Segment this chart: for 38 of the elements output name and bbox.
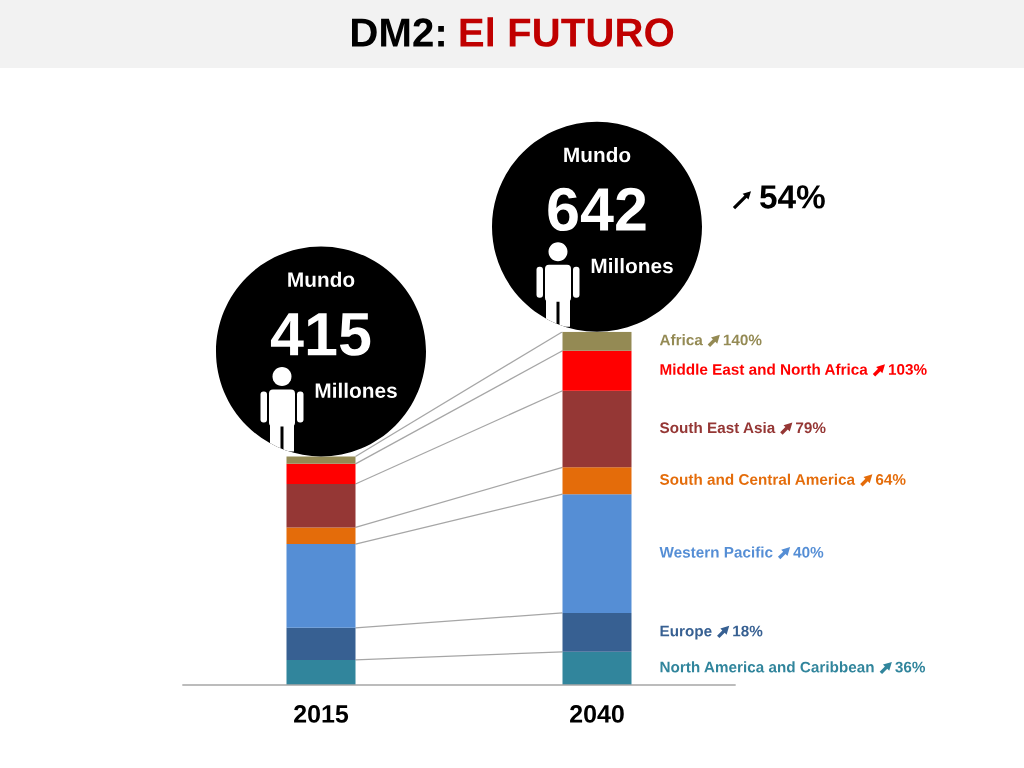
x-tick-label: 2015	[294, 705, 349, 723]
bar	[562, 331, 632, 351]
legend-label: South and Central America	[659, 473, 856, 485]
x-tick-label: 2040	[570, 705, 624, 723]
bar	[562, 612, 632, 652]
bar	[562, 651, 632, 685]
bar	[286, 659, 356, 685]
text: 64%	[875, 474, 906, 485]
bar	[562, 350, 632, 391]
legend-label: Europe	[660, 625, 712, 640]
text: 54%	[760, 185, 825, 209]
legend-label: Middle East and North Africa	[660, 363, 868, 375]
text: Mundo	[288, 271, 355, 288]
annotation: 642	[548, 187, 646, 232]
bar	[286, 527, 356, 545]
annotation: 415	[270, 313, 371, 356]
bar	[286, 483, 356, 528]
text: Mundo	[564, 146, 631, 163]
bar	[562, 390, 632, 468]
bar	[286, 456, 356, 464]
legend-label: South East Asia	[659, 421, 776, 434]
annotation: 18%	[733, 625, 763, 637]
text: 79%	[796, 422, 826, 434]
chart-title: DM2: El FUTURO	[352, 17, 674, 47]
text: 103%	[888, 364, 927, 375]
bar	[286, 627, 356, 660]
legend-label: Western Pacific	[659, 546, 773, 558]
bar	[286, 463, 356, 484]
annotation: 140%	[723, 334, 762, 346]
legend-label: Africa	[659, 334, 703, 346]
legend-label: North America and Caribbean	[660, 661, 874, 673]
annotation: Millones	[315, 382, 397, 399]
bar	[562, 467, 632, 495]
text: 40%	[793, 546, 824, 558]
text: Millones	[591, 257, 673, 274]
bar	[562, 494, 632, 613]
bar	[286, 544, 356, 628]
text: 36%	[895, 661, 926, 673]
